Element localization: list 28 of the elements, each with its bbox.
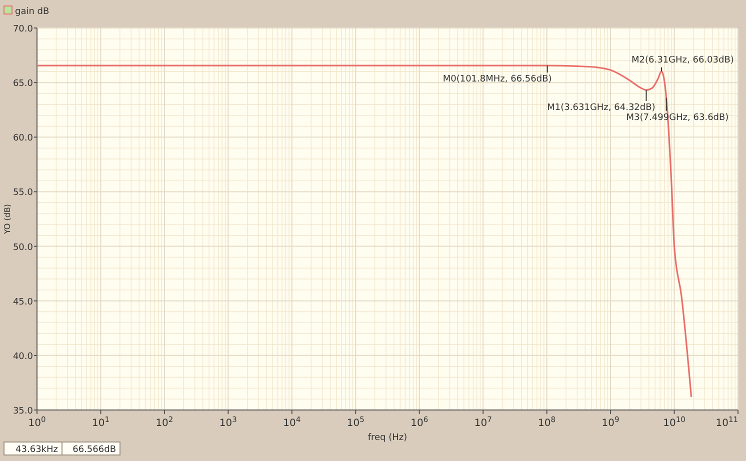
annotation: M2(6.31GHz, 66.03dB) (632, 55, 734, 66)
y-tick-label: 55.0 (12, 188, 34, 198)
y-tick-label: 50.0 (12, 242, 34, 253)
annotation: M1(3.631GHz, 64.32dB) (547, 102, 656, 113)
x-tick-label: 10$^{8}$ (538, 414, 556, 429)
x-tick-label: 10$^{1}$ (92, 414, 110, 429)
legend-label: gain dB (15, 7, 50, 17)
text: 43.63kHz (16, 445, 58, 455)
text: 66.566dB (72, 445, 116, 455)
y-axis-title: YO (dB) (3, 204, 12, 236)
y-tick-label: 60.0 (12, 134, 34, 144)
x-tick-label: 10$^{4}$ (283, 414, 301, 429)
x-tick-label: 10$^{10}$ (663, 414, 686, 429)
x-tick-label: 10$^{6}$ (410, 414, 428, 429)
y-tick-label: 70.0 (12, 24, 34, 34)
x-tick-label: 10$^{5}$ (346, 414, 365, 429)
x-axis-title: freq (Hz) (368, 433, 408, 443)
y-tick-label: 40.0 (12, 352, 34, 362)
x-tick-label: 10$^{2}$ (156, 414, 174, 429)
y-tick-label: 45.0 (12, 297, 34, 308)
y-tick-label: 65.0 (12, 79, 34, 90)
x-tick-label: 10$^{0}$ (28, 414, 46, 429)
y-tick-label: 35.0 (12, 406, 34, 416)
x-tick-label: 10$^{3}$ (219, 414, 238, 429)
x-tick-label: 10$^{7}$ (474, 414, 492, 429)
annotation: M0(101.8MHz, 66.56dB) (442, 74, 552, 85)
x-tick-label: 10$^{11}$ (716, 414, 738, 429)
x-tick-label: 10$^{9}$ (602, 414, 620, 429)
